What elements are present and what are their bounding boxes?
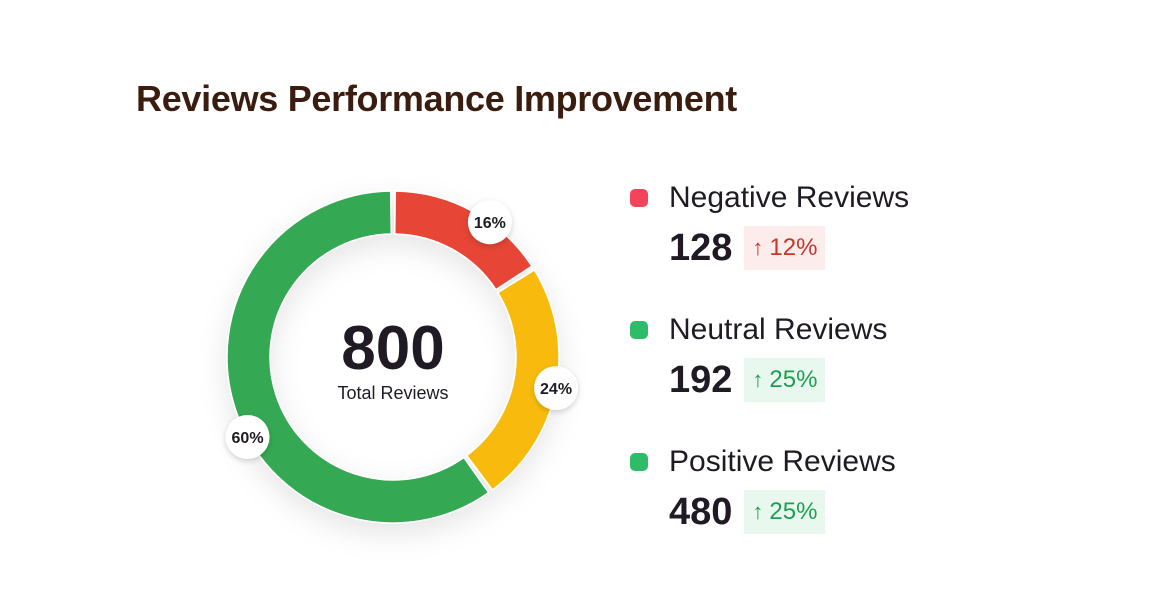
change-badge-positive: ↑ 25%	[744, 490, 826, 534]
legend-item-neutral: Neutral Reviews 192 ↑ 25%	[630, 308, 1130, 440]
change-badge-neutral: ↑ 25%	[744, 358, 826, 402]
legend-swatch-negative	[630, 189, 648, 207]
legend-label-neutral: Neutral Reviews	[669, 313, 888, 346]
donut-segment-negative-reviews	[393, 190, 533, 291]
legend-swatch-neutral	[630, 321, 648, 339]
legend: Negative Reviews 128 ↑ 12% Neutral Revie…	[630, 176, 1130, 572]
percent-pill-positive-reviews	[225, 414, 270, 459]
donut-segment-positive-reviews	[226, 190, 490, 524]
legend-item-positive: Positive Reviews 480 ↑ 25%	[630, 440, 1130, 572]
legend-item-negative: Negative Reviews 128 ↑ 12%	[630, 176, 1130, 308]
donut-segment-neutral-reviews	[465, 269, 560, 491]
percent-pill-negative-reviews	[467, 200, 512, 245]
page-title: Reviews Performance Improvement	[136, 78, 737, 119]
total-reviews-value: 800	[341, 314, 444, 383]
legend-count-neutral: 192	[669, 358, 733, 401]
legend-swatch-positive	[630, 453, 648, 471]
total-reviews-label: Total Reviews	[337, 383, 448, 403]
legend-count-positive: 480	[669, 490, 733, 533]
percent-label-neutral-reviews: 24%	[540, 381, 572, 398]
change-badge-negative: ↑ 12%	[744, 226, 826, 270]
legend-label-positive: Positive Reviews	[669, 445, 896, 478]
percent-label-negative-reviews: 16%	[474, 215, 506, 232]
donut-ring	[226, 190, 560, 524]
donut-chart: 16% 24% 60% 800 Total Reviews	[150, 130, 630, 600]
arrow-up-icon: ↑	[752, 367, 764, 392]
change-value-neutral: 25%	[769, 366, 818, 393]
legend-label-negative: Negative Reviews	[669, 181, 910, 214]
arrow-up-icon: ↑	[752, 235, 764, 260]
arrow-up-icon: ↑	[752, 499, 764, 524]
change-value-negative: 12%	[769, 234, 818, 261]
legend-count-negative: 128	[669, 226, 733, 269]
percent-pill-neutral-reviews	[534, 366, 579, 411]
change-value-positive: 25%	[769, 498, 818, 525]
percent-label-positive-reviews: 60%	[232, 430, 264, 447]
